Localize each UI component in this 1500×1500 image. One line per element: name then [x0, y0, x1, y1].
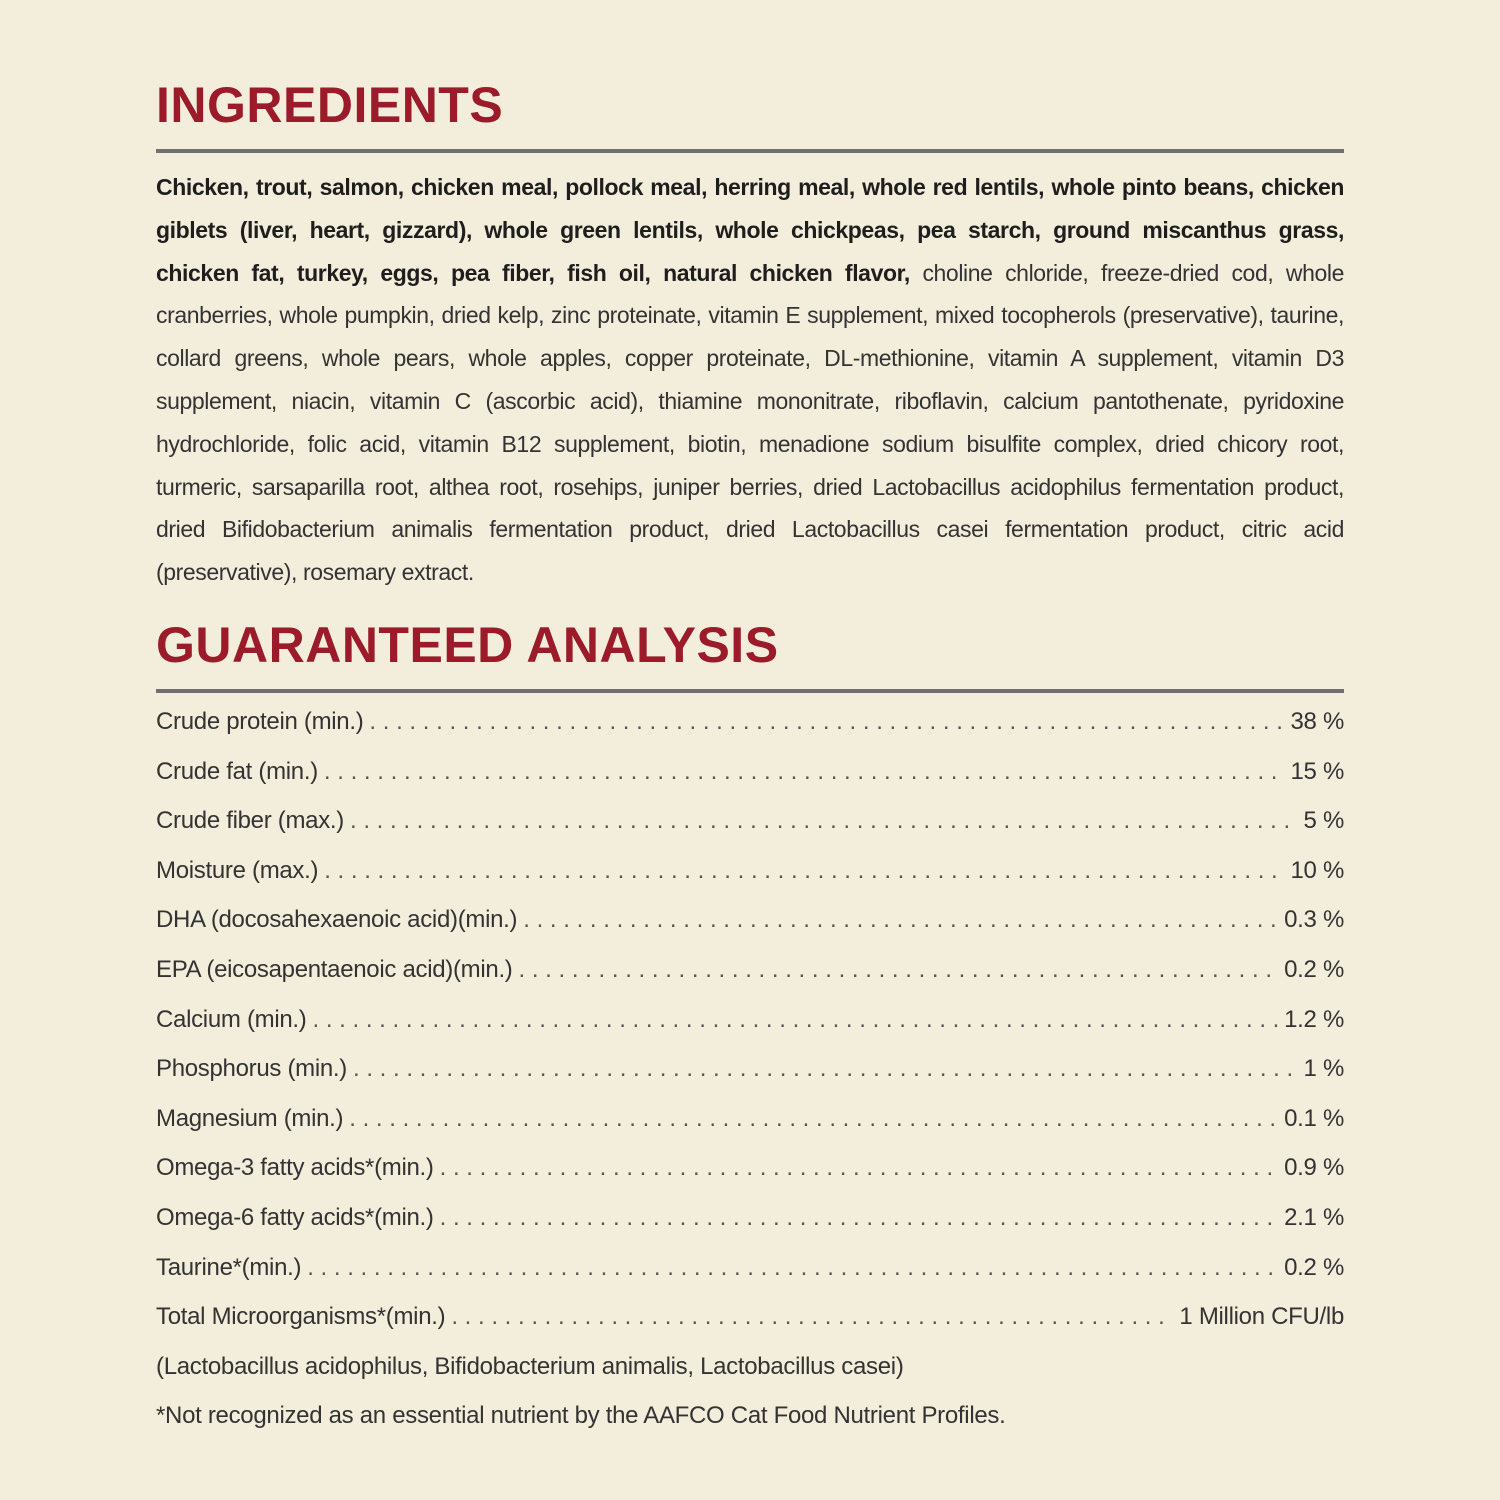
nutrient-value: 0.3 %: [1284, 906, 1344, 934]
dot-leader: [324, 846, 1284, 896]
nutrient-value: 1 %: [1303, 1055, 1345, 1083]
dot-leader: [523, 895, 1278, 945]
nutrient-label: EPA (eicosapentaenoic acid)(min.): [156, 955, 513, 983]
nutrient-label: Crude protein (min.): [156, 708, 364, 735]
analysis-row: Crude fiber (max.) 5 %: [156, 796, 1344, 846]
analysis-row: Calcium (min.) 1.2 %: [156, 995, 1344, 1045]
dot-leader: [353, 1044, 1298, 1094]
analysis-row: Total Microorganisms*(min.) 1 Million CFU…: [156, 1292, 1344, 1342]
nutrient-value: 0.9 %: [1284, 1154, 1344, 1182]
analysis-row: DHA (docosahexaenoic acid)(min.) 0.3 %: [156, 895, 1344, 945]
nutrient-label: Omega-6 fatty acids*(min.): [156, 1203, 434, 1231]
analysis-row: EPA (eicosapentaenoic acid)(min.) 0.2 %: [156, 945, 1344, 995]
nutrient-label: Taurine*(min.): [156, 1253, 302, 1281]
nutrient-value: 5 %: [1303, 807, 1345, 835]
nutrient-value: 10 %: [1290, 856, 1344, 884]
dot-leader: [349, 1094, 1278, 1144]
nutrient-value: 15 %: [1290, 757, 1344, 785]
ingredients-heading: INGREDIENTS: [156, 77, 504, 133]
dot-leader: [451, 1292, 1173, 1342]
dot-leader: [312, 995, 1278, 1045]
analysis-row: Phosphorus (min.) 1 %: [156, 1044, 1344, 1094]
dot-leader: [324, 747, 1285, 797]
ingredients-list: Chicken, trout, salmon, chicken meal, po…: [156, 166, 1344, 594]
dot-leader: [369, 697, 1284, 747]
analysis-row: Crude fat (min.) 15 %: [156, 747, 1344, 797]
ingredients-primary: Chicken, trout, salmon, chicken meal, po…: [156, 174, 1344, 286]
ingredients-divider: [156, 149, 1344, 153]
nutrient-value: 2.1 %: [1284, 1203, 1344, 1231]
nutrient-value: 1 Million CFU/lb: [1179, 1303, 1344, 1331]
dot-leader: [440, 1193, 1279, 1243]
analysis-row: Omega-3 fatty acids*(min.) 0.9 %: [156, 1143, 1344, 1193]
nutrient-label: Omega-3 fatty acids*(min.): [156, 1154, 434, 1182]
analysis-divider: [156, 689, 1344, 693]
nutrient-label: Crude fiber (max.): [156, 807, 344, 835]
analysis-row: Omega-6 fatty acids*(min.) 2.1 %: [156, 1193, 1344, 1243]
analysis-row: Taurine*(min.) 0.2 %: [156, 1243, 1344, 1293]
analysis-row: Magnesium (min.) 0.1 %: [156, 1094, 1344, 1144]
analysis-row: Crude protein (min.) 38 %: [156, 697, 1344, 747]
dot-leader: [350, 796, 1298, 846]
nutrient-label: Crude fat (min.): [156, 757, 318, 785]
footnote: *Not recognized as an essential nutrient…: [156, 1402, 1006, 1430]
nutrient-label: Moisture (max.): [156, 856, 319, 884]
analysis-table: Crude protein (min.) 38 % Crude fat (min.)…: [156, 697, 1344, 1441]
nutrient-value: 38 %: [1290, 708, 1344, 735]
nutrient-label: Total Microorganisms*(min.): [156, 1303, 446, 1331]
nutrient-label: DHA (docosahexaenoic acid)(min.): [156, 906, 518, 934]
microorganisms-note: (Lactobacillus acidophilus, Bifidobacter…: [156, 1352, 904, 1380]
nutrient-value: 0.2 %: [1284, 955, 1344, 983]
dot-leader: [307, 1243, 1278, 1293]
ingredients-secondary: choline chloride, freeze-dried cod, whol…: [156, 259, 1344, 586]
analysis-heading: GUARANTEED ANALYSIS: [156, 617, 779, 673]
nutrient-value: 0.2 %: [1284, 1253, 1344, 1281]
dot-leader: [519, 945, 1279, 995]
nutrient-value: 1.2 %: [1284, 1005, 1344, 1033]
dot-leader: [440, 1143, 1279, 1193]
analysis-row: Moisture (max.) 10 %: [156, 846, 1344, 896]
nutrient-label: Calcium (min.): [156, 1005, 307, 1033]
nutrient-label: Phosphorus (min.): [156, 1055, 347, 1083]
nutrient-label: Magnesium (min.): [156, 1104, 344, 1132]
nutrient-value: 0.1 %: [1284, 1104, 1344, 1132]
